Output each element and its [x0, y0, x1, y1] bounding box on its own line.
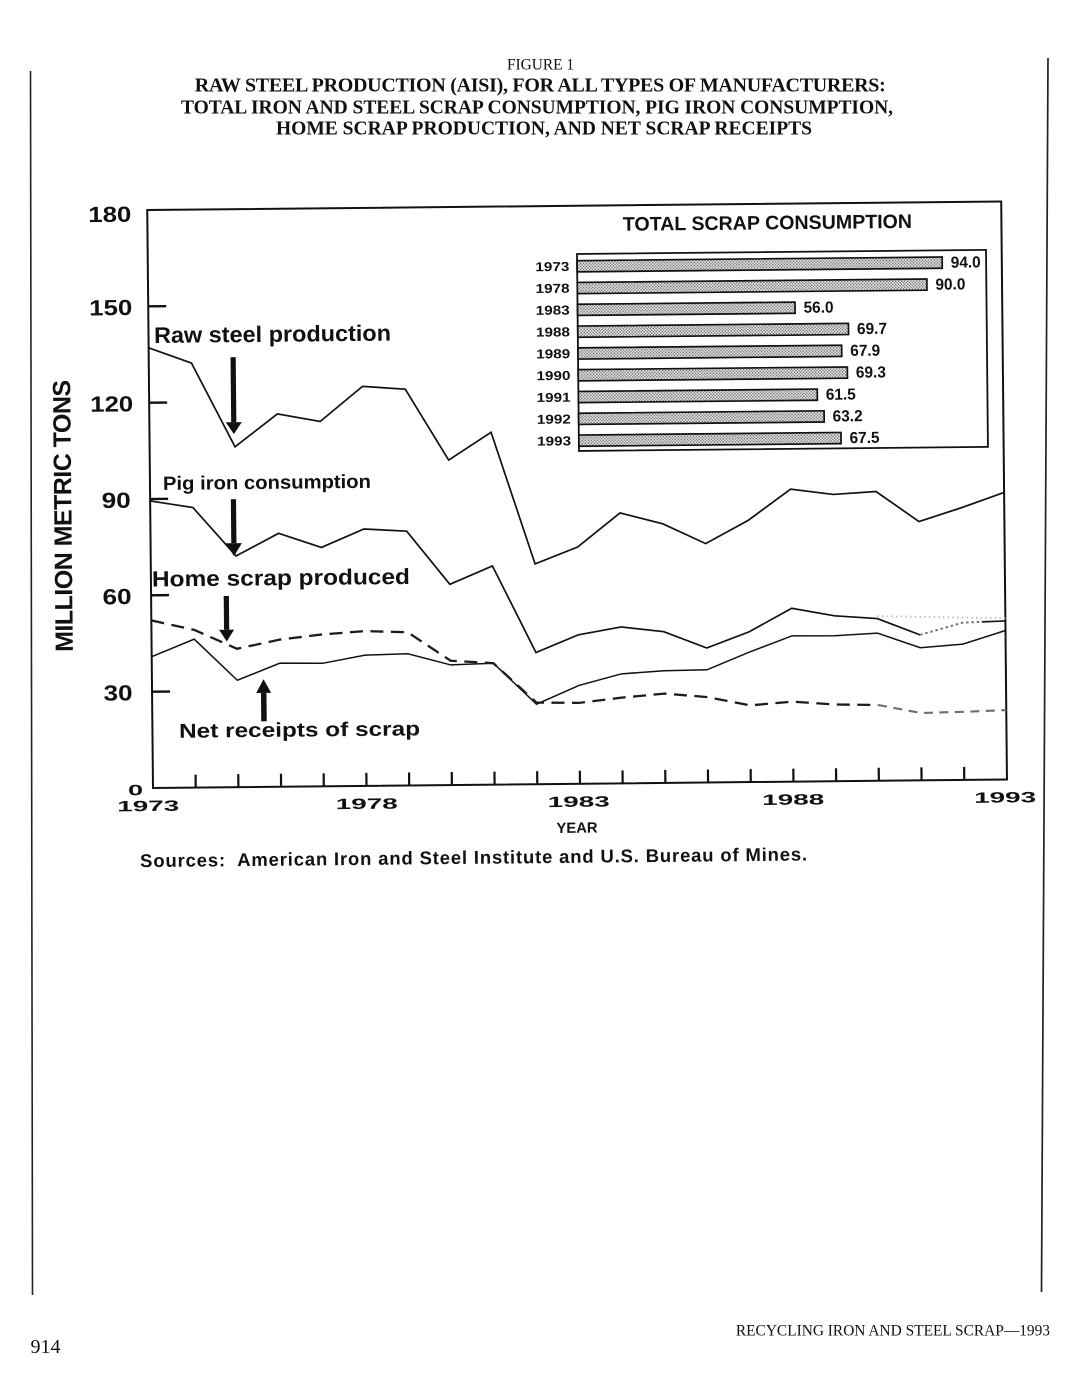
svg-text:RAW STEEL PRODUCTION (AISI), F: RAW STEEL PRODUCTION (AISI), FOR ALL TYP… [195, 75, 886, 97]
svg-text:1978: 1978 [336, 796, 398, 814]
svg-text:94.0: 94.0 [951, 254, 981, 271]
svg-text:67.5: 67.5 [849, 430, 879, 447]
svg-text:56.0: 56.0 [803, 300, 833, 317]
svg-text:1973: 1973 [117, 798, 179, 816]
svg-text:0: 0 [128, 782, 143, 799]
svg-text:120: 120 [90, 391, 133, 416]
svg-text:1989: 1989 [536, 346, 570, 361]
svg-text:YEAR: YEAR [556, 821, 598, 837]
svg-text:1991: 1991 [537, 390, 571, 405]
svg-text:TOTAL IRON AND STEEL SCRAP CON: TOTAL IRON AND STEEL SCRAP CONSUMPTION, … [181, 98, 893, 119]
svg-text:63.2: 63.2 [833, 408, 863, 425]
svg-text:67.9: 67.9 [850, 343, 880, 360]
svg-text:1988: 1988 [536, 324, 570, 339]
svg-text:Pig iron consumption: Pig iron consumption [163, 472, 371, 495]
svg-text:Raw steel production: Raw steel production [154, 321, 391, 348]
svg-text:180: 180 [88, 202, 131, 227]
svg-text:150: 150 [89, 295, 132, 320]
svg-text:914: 914 [31, 1336, 61, 1358]
svg-text:Home scrap produced: Home scrap produced [152, 564, 410, 592]
svg-text:60: 60 [102, 584, 131, 609]
svg-text:69.3: 69.3 [856, 364, 886, 381]
svg-text:1983: 1983 [536, 303, 570, 318]
svg-text:1992: 1992 [537, 412, 571, 427]
svg-text:TOTAL SCRAP CONSUMPTION: TOTAL SCRAP CONSUMPTION [623, 211, 912, 236]
svg-text:Net receipts of scrap: Net receipts of scrap [179, 718, 420, 742]
svg-text:1993: 1993 [974, 789, 1036, 807]
svg-text:61.5: 61.5 [826, 386, 856, 403]
svg-text:1993: 1993 [537, 433, 571, 448]
svg-text:1988: 1988 [762, 791, 824, 809]
svg-text:RECYCLING IRON AND STEEL SCRAP: RECYCLING IRON AND STEEL SCRAP—1993 [736, 1323, 1050, 1340]
svg-text:1978: 1978 [535, 281, 569, 296]
svg-text:1983: 1983 [548, 793, 610, 811]
svg-text:HOME SCRAP PRODUCTION, AND NET: HOME SCRAP PRODUCTION, AND NET SCRAP REC… [276, 119, 812, 140]
svg-text:69.7: 69.7 [857, 321, 887, 338]
svg-text:FIGURE 1: FIGURE 1 [507, 57, 574, 74]
svg-text:30: 30 [103, 680, 132, 705]
svg-text:90: 90 [102, 488, 131, 513]
svg-text:MILLION METRIC TONS: MILLION METRIC TONS [48, 380, 79, 652]
svg-text:1973: 1973 [535, 259, 569, 274]
svg-text:90.0: 90.0 [935, 276, 965, 293]
svg-text:1990: 1990 [536, 368, 570, 383]
